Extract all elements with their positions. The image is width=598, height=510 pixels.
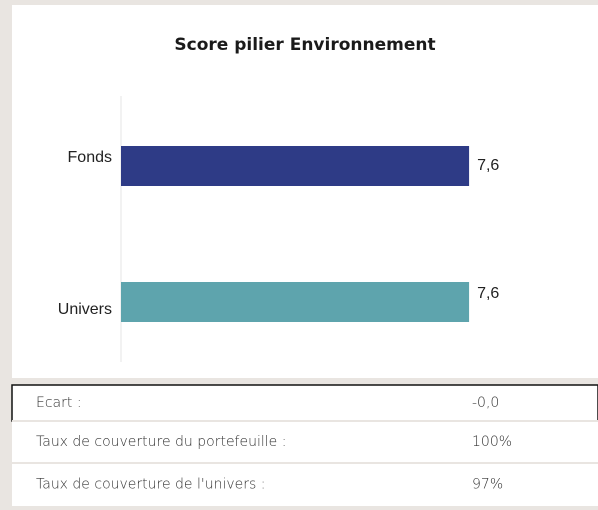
row-label: Taux de couverture du portefeuille : [36,434,286,450]
row-value: -0,0 [472,395,499,411]
row-label: Ecart : [36,395,82,411]
table-row [12,463,598,506]
bar [121,146,470,186]
table-row [11,384,598,422]
table-row [12,421,598,463]
chart-card [12,5,598,378]
chart-title: Score pilier Environnement [174,35,435,55]
row-label: Taux de couverture de l'univers : [36,477,265,493]
value-label: 7,6 [477,157,499,174]
category-label: Fonds [68,149,112,166]
value-label: 7,6 [477,285,499,302]
category-label: Univers [58,301,112,318]
row-value: 100% [472,434,512,450]
bar [121,282,470,322]
row-value: 97% [472,477,503,493]
